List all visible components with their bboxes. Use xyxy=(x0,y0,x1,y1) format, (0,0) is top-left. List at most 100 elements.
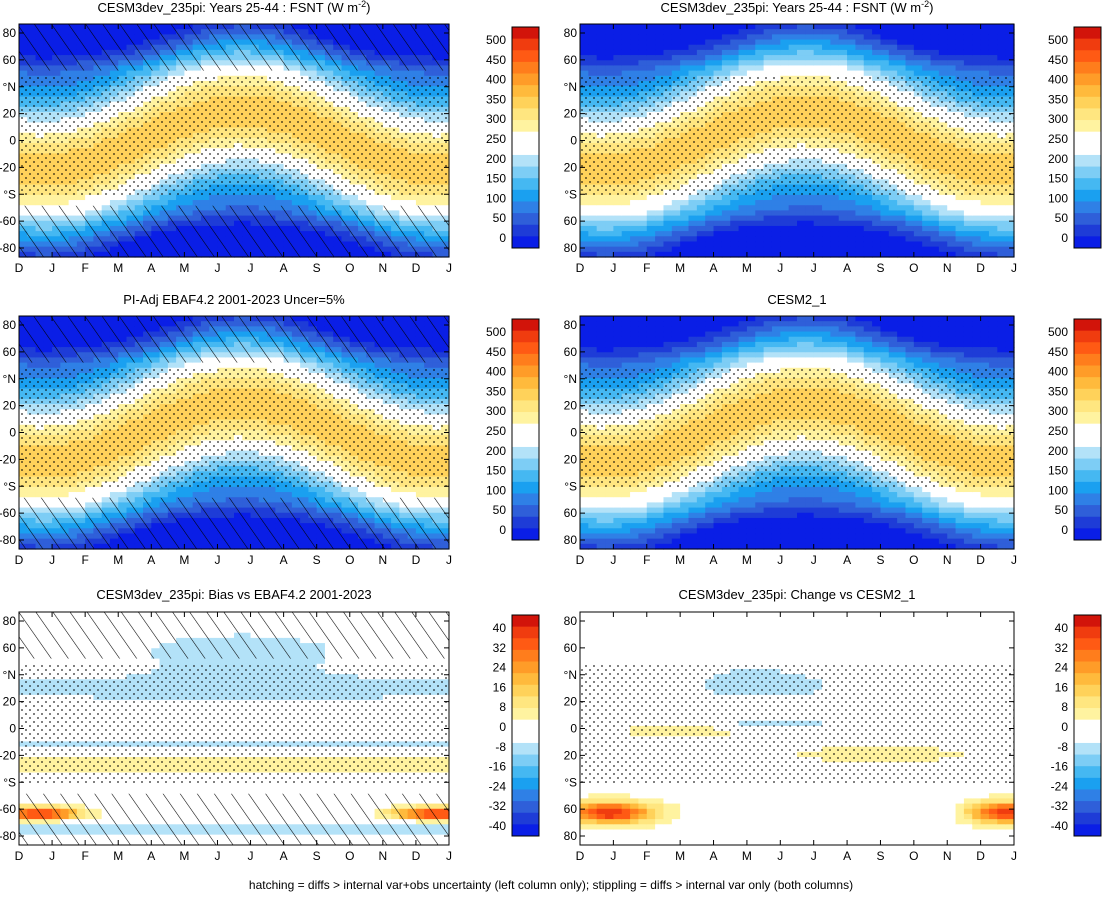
heatmap-cell xyxy=(597,55,606,61)
heatmap-cell xyxy=(956,226,965,232)
heatmap-cell xyxy=(906,29,915,35)
heatmap-cell xyxy=(755,200,764,206)
heatmap-cell xyxy=(597,50,606,56)
y-tick-label: °S xyxy=(564,187,577,201)
heatmap-cell xyxy=(981,55,990,61)
heatmap-cell xyxy=(300,200,309,206)
heatmap-cell xyxy=(655,50,664,56)
heatmap-cell xyxy=(580,29,589,35)
heatmap-cell xyxy=(747,60,756,66)
heatmap-cell xyxy=(889,205,898,211)
heatmap-cell xyxy=(1006,65,1015,71)
heatmap-cell xyxy=(880,241,889,247)
heatmap-cell xyxy=(580,24,589,30)
heatmap-cell xyxy=(184,200,193,206)
x-tick-label: J xyxy=(811,261,817,275)
heatmap-cell xyxy=(580,236,589,242)
heatmap-cell xyxy=(997,210,1006,216)
heatmap-cell xyxy=(880,216,889,222)
heatmap-cell xyxy=(580,34,589,40)
heatmap-cell xyxy=(906,50,915,56)
heatmap-cell xyxy=(872,231,881,237)
heatmap-cell xyxy=(864,200,873,206)
heatmap-cell xyxy=(889,50,898,56)
x-tick-label: J xyxy=(610,261,616,275)
heatmap-cell xyxy=(605,50,614,56)
heatmap-cell xyxy=(780,205,789,211)
heatmap-cell xyxy=(77,200,86,206)
heatmap-cell xyxy=(747,221,756,227)
heatmap-cell xyxy=(872,34,881,40)
heatmap-cell xyxy=(805,29,814,35)
heatmap-cell xyxy=(839,50,848,56)
heatmap-cell xyxy=(764,221,773,227)
heatmap-cell xyxy=(956,231,965,237)
heatmap-cell xyxy=(997,205,1006,211)
x-tick-label: O xyxy=(345,261,354,275)
heatmap-cell xyxy=(897,236,906,242)
heatmap-cell xyxy=(914,40,923,46)
heatmap-cell xyxy=(705,226,714,232)
heatmap-cell xyxy=(689,221,698,227)
heatmap-cell xyxy=(864,236,873,242)
heatmap-cell xyxy=(989,29,998,35)
heatmap-cell xyxy=(780,24,789,30)
heatmap-cell xyxy=(647,247,656,253)
heatmap-cell xyxy=(432,200,441,206)
heatmap-cell xyxy=(730,221,739,227)
heatmap-cell xyxy=(839,241,848,247)
heatmap-cell xyxy=(764,50,773,56)
heatmap-cell xyxy=(663,216,672,222)
heatmap-cell xyxy=(647,216,656,222)
heatmap-cell xyxy=(972,65,981,71)
heatmap-cell xyxy=(680,216,689,222)
heatmap-cell xyxy=(797,226,806,232)
heatmap-cell xyxy=(739,34,748,40)
heatmap-cell xyxy=(805,236,814,242)
heatmap-cell xyxy=(580,216,589,222)
heatmap-cell xyxy=(789,29,798,35)
heatmap-cell xyxy=(906,24,915,30)
heatmap-cell xyxy=(914,247,923,253)
heatmap-cell xyxy=(697,24,706,30)
heatmap-cell xyxy=(947,55,956,61)
x-tick-label: F xyxy=(643,261,650,275)
heatmap-cell xyxy=(805,216,814,222)
heatmap-cell xyxy=(855,221,864,227)
heatmap-cell xyxy=(822,24,831,30)
heatmap-cell xyxy=(830,210,839,216)
heatmap-cell xyxy=(739,40,748,46)
heatmap-cell xyxy=(880,226,889,232)
heatmap-cell xyxy=(880,34,889,40)
heatmap-cell xyxy=(805,241,814,247)
heatmap-cell xyxy=(805,55,814,61)
heatmap-cell xyxy=(906,221,915,227)
heatmap-cell xyxy=(755,216,764,222)
heatmap-cell xyxy=(705,65,714,71)
heatmap-cell xyxy=(981,200,990,206)
heatmap-cell xyxy=(730,236,739,242)
heatmap-cell xyxy=(638,231,647,237)
heatmap-cell xyxy=(997,45,1006,51)
heatmap-cell xyxy=(789,65,798,71)
heatmap-cell xyxy=(1006,40,1015,46)
heatmap-cell xyxy=(755,65,764,71)
heatmap-cell xyxy=(605,65,614,71)
hatching-region xyxy=(19,206,449,257)
heatmap-cell xyxy=(830,34,839,40)
heatmap-cell xyxy=(730,60,739,66)
heatmap-cell xyxy=(672,55,681,61)
heatmap-cell xyxy=(989,231,998,237)
heatmap-cell xyxy=(697,60,706,66)
heatmap-cell xyxy=(647,60,656,66)
heatmap-cell xyxy=(638,60,647,66)
heatmap-cell xyxy=(897,34,906,40)
heatmap-cell xyxy=(730,55,739,61)
heatmap-cell xyxy=(176,200,185,206)
heatmap-cell xyxy=(897,226,906,232)
heatmap-cell xyxy=(914,24,923,30)
heatmap-cell xyxy=(663,200,672,206)
heatmap-cell xyxy=(333,200,342,206)
heatmap-cell xyxy=(964,24,973,30)
heatmap-cell xyxy=(730,24,739,30)
